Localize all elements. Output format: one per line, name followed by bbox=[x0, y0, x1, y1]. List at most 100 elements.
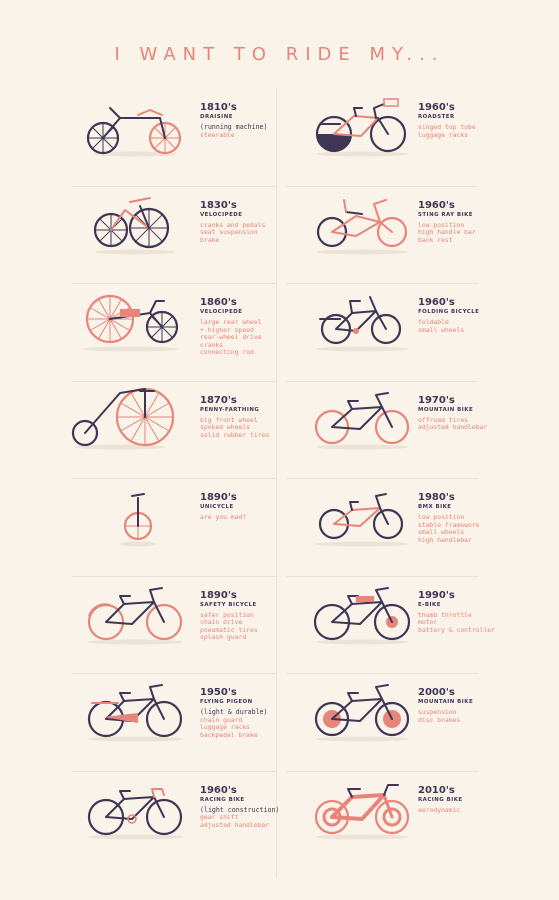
bike-feature: low position bbox=[418, 513, 465, 521]
flying-pigeon-bike-icon bbox=[87, 684, 183, 742]
bike-feature: back rest bbox=[418, 235, 453, 244]
bike-entry: 1890's UNICYCLE are you mad? bbox=[0, 478, 276, 575]
bike-info: 1830's VELOCIPEDE cranks and pedals seat su… bbox=[200, 200, 290, 245]
bike-year: 2000's bbox=[418, 687, 455, 698]
row-divider bbox=[286, 575, 478, 577]
bike-feature: large rear wheel bbox=[200, 318, 262, 326]
row-divider bbox=[72, 575, 276, 577]
row-divider bbox=[286, 673, 478, 674]
folding-bicycle-icon bbox=[316, 296, 408, 352]
bike-year: 1980's bbox=[418, 492, 455, 503]
bike-name: STING RAY BIKE bbox=[418, 211, 473, 218]
velocipede-icon bbox=[93, 196, 175, 254]
bike-entry: 1870's PENNY-FARTHING big front wheel spoke… bbox=[0, 381, 276, 478]
bike-year: 1870's bbox=[200, 394, 237, 406]
bike-feature: high handle bar bbox=[418, 228, 476, 237]
bike-info: 2000's MOUNTAIN BIKE suspension disc brakes bbox=[418, 687, 508, 724]
bike-info: 1870's PENNY-FARTHING big front wheel spoke… bbox=[200, 395, 290, 440]
bike-feature: spoked wheels bbox=[200, 423, 251, 432]
bike-feature: motor bbox=[418, 618, 438, 627]
bike-feature: aerodynamic bbox=[418, 805, 461, 814]
row-divider bbox=[72, 770, 276, 772]
bike-note: (light construction) bbox=[200, 805, 280, 814]
bike-feature: splash guard bbox=[200, 633, 247, 642]
bike-year: 1960's bbox=[418, 102, 455, 113]
mountain-bike-1970s-icon bbox=[314, 391, 410, 449]
bike-entry: 1830's VELOCIPEDE cranks and pedals seat su… bbox=[0, 186, 276, 283]
bike-name: ROADSTER bbox=[418, 114, 455, 120]
large-wheel-velocipede-icon bbox=[82, 294, 179, 352]
bike-year: 1810's bbox=[200, 102, 237, 113]
bike-name: RACING BIKE bbox=[200, 796, 245, 803]
bike-feature: pneumatic tires bbox=[200, 625, 258, 634]
bike-feature: battery & controller bbox=[418, 625, 495, 634]
row-divider bbox=[72, 283, 276, 284]
bike-feature: suspension bbox=[418, 708, 457, 716]
bike-info: 1860's VELOCIPEDE large rear wheel + higher… bbox=[200, 297, 290, 357]
bike-info: 1810's DRAISINE (running machine) steerable bbox=[200, 102, 290, 139]
bmx-bike-icon bbox=[316, 493, 408, 547]
bike-entry: 1890's SAFETY BICYCLE safer position chain … bbox=[0, 576, 276, 673]
bike-feature: luggage racks bbox=[200, 723, 251, 732]
bike-name: MOUNTAIN BIKE bbox=[418, 699, 474, 705]
bike-feature: gear shift bbox=[200, 813, 239, 822]
row-divider bbox=[72, 380, 276, 382]
bike-feature: stable framework bbox=[418, 520, 480, 529]
draisine-icon bbox=[86, 107, 182, 157]
bike-info: 1950's FLYING PIGEON (light & durable) chai… bbox=[200, 687, 290, 739]
row-divider bbox=[72, 478, 276, 479]
bike-feature: solid rubber tires bbox=[200, 430, 270, 439]
poster-title: I WANT TO RIDE MY... bbox=[114, 44, 445, 65]
bike-feature: cranks and pedals bbox=[200, 220, 266, 229]
bike-name: PENNY-FARTHING bbox=[200, 406, 260, 413]
bike-feature: cranks bbox=[200, 340, 224, 349]
row-divider bbox=[286, 770, 478, 772]
bike-feature: singed top tube bbox=[418, 123, 476, 131]
bike-year: 2010's bbox=[418, 784, 455, 796]
bike-feature: connecting rod bbox=[200, 348, 254, 357]
bike-feature: adjusted handlebar bbox=[418, 423, 488, 432]
bike-name: FOLDING BICYCLE bbox=[418, 309, 480, 315]
bike-year: 1960's bbox=[200, 784, 237, 796]
bike-year: 1950's bbox=[200, 687, 237, 698]
bike-entry: 1960's STING RAY BIKE low position high han… bbox=[276, 186, 552, 283]
bike-name: E-BIKE bbox=[418, 601, 441, 608]
bike-info: 1960's FOLDING BICYCLE foldable small wheel… bbox=[418, 297, 508, 334]
column-divider bbox=[276, 88, 277, 878]
bike-feature: disc brakes bbox=[418, 715, 461, 724]
bike-name: RACING BIKE bbox=[418, 796, 463, 803]
bike-feature: chain guard bbox=[200, 715, 243, 724]
bike-info: 1980's BMX BIKE low position stable framewo… bbox=[418, 492, 508, 544]
row-divider bbox=[286, 185, 478, 187]
bike-name: DRAISINE bbox=[200, 114, 233, 120]
penny-farthing-icon bbox=[71, 387, 175, 449]
mountain-bike-2000s-icon bbox=[314, 684, 410, 742]
bike-feature: rear-wheel drive bbox=[200, 333, 262, 342]
racing-bike-1960s-icon bbox=[87, 787, 183, 839]
bike-feature: low position bbox=[418, 220, 465, 229]
row-divider bbox=[286, 478, 478, 479]
bike-info: 1990's E-BIKE thumb throttle motor battery &… bbox=[418, 590, 508, 635]
bike-feature: adjusted handlebar bbox=[200, 820, 270, 829]
bike-entry: 2010's RACING BIKE aerodynamic bbox=[276, 771, 552, 868]
row-divider bbox=[286, 283, 478, 284]
bike-name: FLYING PIGEON bbox=[200, 699, 253, 705]
bike-info: 1960's ROADSTER singed top tube luggage rac… bbox=[418, 102, 508, 139]
bike-feature: high handlebar bbox=[418, 535, 472, 544]
bike-entry: 1950's FLYING PIGEON (light & durable) chai… bbox=[0, 673, 276, 770]
bike-entry: 1860's VELOCIPEDE large rear wheel + higher… bbox=[0, 283, 276, 380]
bike-note: (light & durable) bbox=[200, 708, 268, 716]
safety-bicycle-icon bbox=[87, 586, 183, 644]
bike-note: (running machine) bbox=[200, 123, 268, 131]
bike-info: 1890's SAFETY BICYCLE safer position chain … bbox=[200, 590, 290, 642]
bike-info: 1970's MOUNTAIN BIKE offroad tires adjusted… bbox=[418, 395, 508, 432]
bike-year: 1960's bbox=[418, 199, 455, 211]
bike-feature: seat suspension bbox=[200, 228, 258, 237]
bike-info: 1890's UNICYCLE are you mad? bbox=[200, 492, 290, 522]
bike-feature: safer position bbox=[200, 610, 254, 619]
bike-year: 1860's bbox=[200, 297, 237, 308]
bike-entry: 1980's BMX BIKE low position stable framewo… bbox=[276, 478, 552, 575]
bike-name: MOUNTAIN BIKE bbox=[418, 406, 474, 413]
bike-info: 2010's RACING BIKE aerodynamic bbox=[418, 785, 508, 815]
bike-info: 1960's STING RAY BIKE low position high han… bbox=[418, 200, 508, 245]
